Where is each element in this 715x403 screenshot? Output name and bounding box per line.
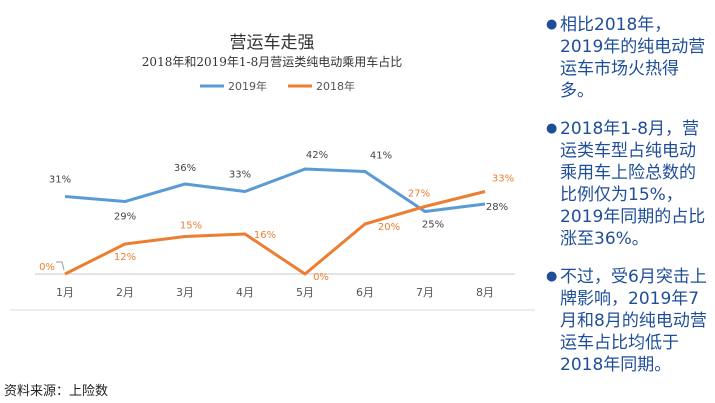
line-chart: 营运车走强 2018年和2019年1-8月营运类纯电动乘用车占比 2019年 20… (10, 33, 535, 311)
x-tick-label: 1月 (56, 286, 74, 299)
legend-label: 2019年 (228, 79, 267, 93)
bullet-list: ● 相比2018年，2019年的纯电动营运车市场火热得多。 ● 2018年1-8月，… (546, 14, 710, 392)
x-tick-label: 4月 (236, 286, 254, 299)
data-label: 0% (39, 262, 55, 273)
bullet-item: ● 相比2018年，2019年的纯电动营运车市场火热得多。 (546, 14, 710, 102)
data-label: 42% (306, 150, 328, 161)
bullet-dot-icon: ● (546, 269, 558, 284)
data-label: 33% (492, 174, 514, 185)
data-label: 15% (180, 221, 202, 232)
source-note: 资料来源：上险数 (4, 384, 109, 399)
x-tick-label: 6月 (356, 286, 374, 299)
series-line (64, 190, 486, 276)
bullet-text: 相比2018年，2019年的纯电动营运车市场火热得多。 (560, 15, 706, 101)
data-label: 28% (486, 202, 508, 213)
chart-title: 营运车走强 (230, 33, 315, 53)
data-label: 16% (254, 230, 276, 241)
data-label: 0% (313, 272, 329, 283)
bullet-item: ● 不过，受6月突击上牌影响，2019年7月和8月的纯电动营运车占比均低于2018… (546, 266, 710, 376)
x-axis: 1月 2月 3月 4月 5月 6月 7月 8月 (56, 286, 494, 299)
data-label: 41% (370, 151, 392, 162)
x-tick-label: 2月 (116, 286, 134, 299)
data-label: 33% (229, 170, 251, 181)
bullet-item: ● 2018年1-8月，营运类车型占纯电动乘用车上险总数的比例仅为15%，2019… (546, 118, 710, 250)
series-line (64, 167, 486, 213)
data-label: 12% (114, 252, 136, 263)
plot-area: 31% 29% 36% 33% 42% 41% 25% 28% 0% 12% 15% 16% 0% 20%… (39, 150, 514, 283)
bullet-dot-icon: ● (546, 121, 558, 136)
chart-subtitle: 2018年和2019年1-8月营运类纯电动乘用车占比 (142, 54, 402, 69)
data-label: 27% (408, 189, 430, 200)
bullet-text: 2018年1-8月，营运类车型占纯电动乘用车上险总数的比例仅为15%，2019年… (560, 119, 706, 249)
x-tick-label: 5月 (296, 286, 314, 299)
x-tick-label: 7月 (416, 286, 434, 299)
legend: 2019年 2018年 (200, 79, 355, 93)
legend-label: 2018年 (316, 79, 355, 93)
data-label: 20% (378, 222, 400, 233)
x-tick-label: 3月 (176, 286, 194, 299)
x-tick-label: 8月 (476, 286, 494, 299)
bullet-text: 不过，受6月突击上牌影响，2019年7月和8月的纯电动营运车占比均低于2018年… (560, 267, 707, 375)
data-label: 29% (114, 212, 136, 223)
label-leader-line (56, 261, 65, 271)
data-label: 36% (174, 163, 196, 174)
data-label: 25% (422, 220, 444, 231)
data-label: 31% (49, 175, 71, 186)
bullet-dot-icon: ● (546, 17, 558, 32)
